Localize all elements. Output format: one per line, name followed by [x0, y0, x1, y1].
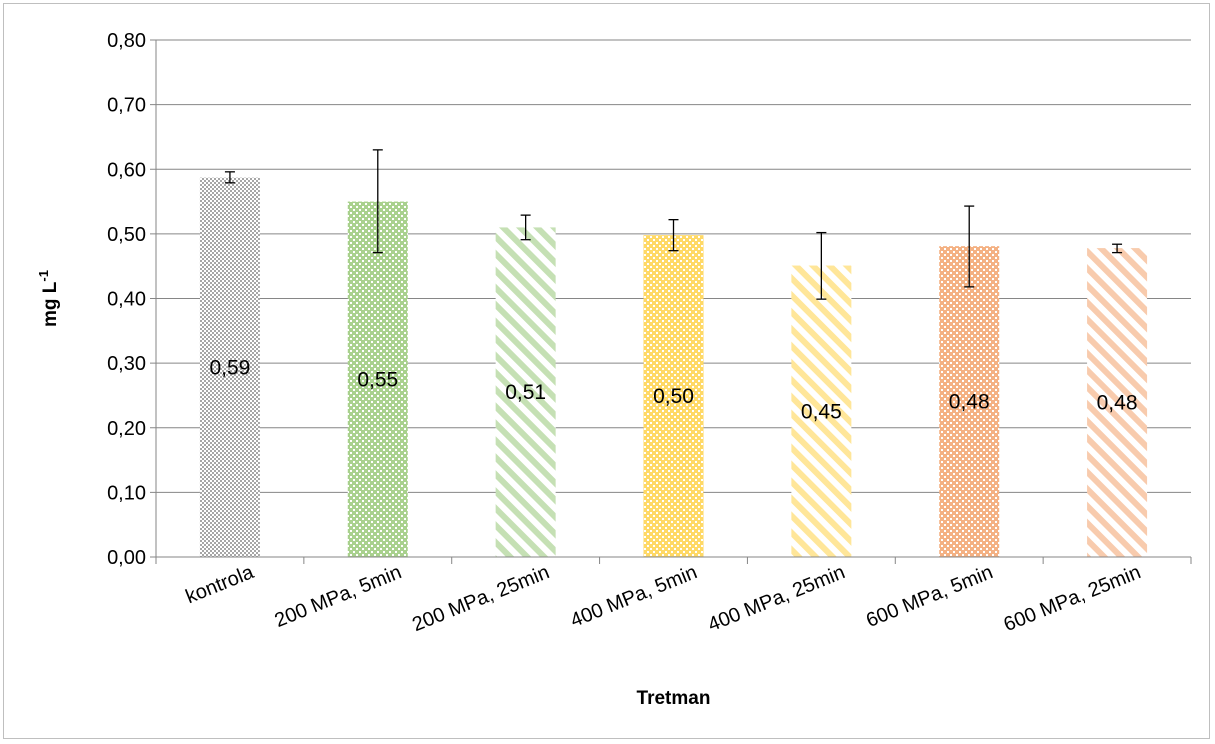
x-tick-label: 600 MPa, 5min	[863, 561, 996, 632]
y-axis-title-main: mg L	[40, 281, 61, 327]
error-bar	[372, 149, 383, 254]
x-tick-label: kontrola	[183, 561, 258, 608]
data-label: 0,55	[357, 368, 398, 391]
x-tick-label: 200 MPa, 25min	[409, 561, 552, 636]
error-bar	[668, 219, 679, 252]
bar	[347, 201, 408, 557]
y-tick-label: 0,60	[107, 159, 146, 181]
bar	[643, 235, 704, 558]
data-label: 0,50	[653, 385, 694, 408]
bar	[1087, 248, 1148, 557]
y-tick-label: 0,10	[107, 482, 146, 504]
bars	[199, 177, 1148, 558]
y-tick-label: 0,00	[107, 547, 146, 569]
y-axis-title: mg L-1	[36, 270, 61, 327]
bar	[495, 227, 556, 557]
x-axis-title: Tretman	[637, 688, 711, 709]
bar	[791, 265, 852, 557]
data-label: 0,48	[1097, 392, 1138, 415]
data-label: 0,45	[801, 400, 842, 423]
error-bar	[964, 205, 975, 288]
y-tick-label: 0,40	[107, 289, 146, 311]
data-label: 0,48	[949, 391, 990, 414]
bar	[939, 246, 1000, 557]
x-tick-label: 200 MPa, 5min	[272, 561, 405, 632]
chart-frame: 0,59 0,55 0,51 0,50 0,45 0,48 0,48 0,00 0,10 0,2…	[3, 3, 1210, 739]
error-bar	[520, 214, 531, 241]
bar-chart: 0,59 0,55 0,51 0,50 0,45 0,48 0,48 0,00 0,10 0,2…	[36, 30, 1192, 709]
x-tick-label: 600 MPa, 25min	[1001, 561, 1144, 636]
data-label: 0,51	[505, 381, 546, 404]
data-label: 0,59	[209, 356, 250, 379]
x-tick-label: 400 MPa, 25min	[705, 561, 848, 636]
error-bar	[1112, 243, 1123, 254]
y-axis-title-superscript: -1	[36, 270, 51, 282]
x-tick-labels: kontrola 200 MPa, 5min 200 MPa, 25min 400 M…	[183, 561, 1144, 636]
y-tick-label: 0,20	[107, 418, 146, 440]
error-bar	[816, 231, 827, 300]
axes	[155, 40, 1192, 564]
y-tick-labels: 0,00 0,10 0,20 0,30 0,40 0,50 0,60 0,70 0,80	[107, 30, 146, 569]
x-tick-label: 400 MPa, 5min	[567, 561, 700, 632]
data-labels: 0,59 0,55 0,51 0,50 0,45 0,48 0,48	[209, 356, 1137, 423]
y-tick-label: 0,80	[107, 30, 146, 52]
y-tick-label: 0,70	[107, 95, 146, 117]
y-tick-label: 0,30	[107, 353, 146, 375]
error-bars	[224, 149, 1123, 300]
y-tick-label: 0,50	[107, 224, 146, 246]
bar	[199, 177, 260, 557]
error-bar	[224, 171, 235, 184]
